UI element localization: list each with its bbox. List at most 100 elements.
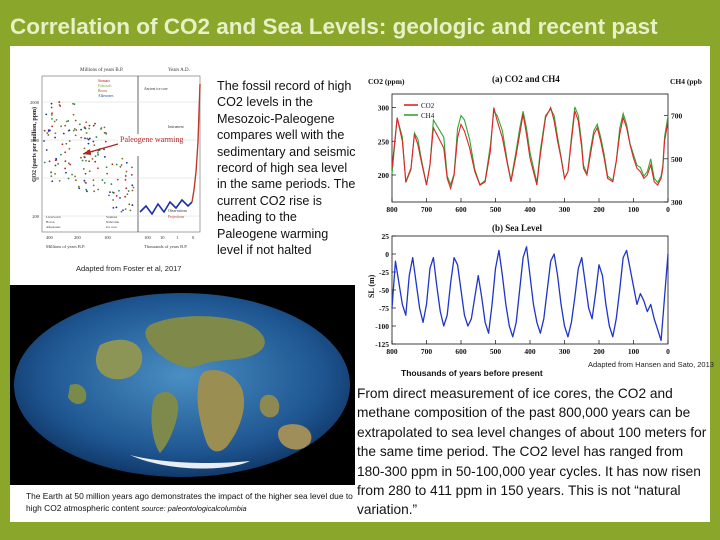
fossil-proxy-point	[105, 141, 107, 143]
fossil-proxy-point	[100, 128, 102, 130]
fossil-proxy-point	[126, 171, 128, 173]
fossil-ytick: 500	[32, 176, 40, 181]
fossil-proxy-point	[109, 191, 111, 193]
chart-a-xtick-label: 300	[559, 205, 571, 214]
fossil-proxy-point	[84, 127, 86, 129]
fossil-proxy-point	[112, 191, 114, 193]
fossil-proxy-point	[93, 185, 95, 187]
fossil-proxy-point	[65, 143, 67, 145]
fossil-proxy-point	[111, 163, 113, 165]
fossil-label-top: Alkenones	[98, 94, 114, 98]
fossil-proxy-point	[43, 140, 45, 142]
chart-a-xtick-label: 100	[628, 205, 640, 214]
fossil-label-right: Ancient ice core	[144, 87, 168, 91]
fossil-proxy-point	[106, 173, 108, 175]
fossil-proxy-point	[129, 209, 131, 211]
fossil-proxy-point	[69, 140, 71, 142]
fossil-proxy-point	[126, 193, 128, 195]
fossil-label-top: Paleosols	[98, 84, 112, 88]
fossil-ylabel: CO2 (parts per million, ppm)	[31, 107, 38, 182]
fossil-label-bottom: Boron	[46, 220, 55, 224]
fossil-proxy-point	[62, 143, 64, 145]
fossil-proxy-point	[51, 112, 53, 114]
fossil-co2-chart: Millions of years B.P. Years A.D. CO2 (p…	[28, 62, 210, 262]
fossil-proxy-point	[64, 168, 66, 170]
fossil-proxy-point	[94, 123, 96, 125]
summary-paragraph: From direct measurement of ice cores, th…	[357, 384, 709, 520]
fossil-proxy-point	[51, 103, 53, 105]
fossil-proxy-point	[66, 121, 68, 123]
foster-caption: Adapted from Foster et al, 2017	[76, 264, 181, 273]
fossil-proxy-point	[93, 190, 95, 192]
fossil-xtick: 100	[144, 235, 152, 240]
fossil-xtick: 400	[46, 235, 54, 240]
fossil-proxy-point	[104, 132, 106, 134]
fossil-proxy-point	[83, 156, 85, 158]
co2-ytick-label: 250	[378, 137, 390, 146]
fossil-proxy-point	[60, 125, 62, 127]
fossil-bottom-axis-right: Thousands of years B.P.	[144, 244, 187, 249]
fossil-proxy-point	[54, 121, 56, 123]
fossil-proxy-point	[51, 118, 53, 120]
fossil-top-axis-right: Years A.D.	[168, 68, 190, 73]
fossil-top-axis-left: Millions of years B.P.	[80, 68, 123, 73]
fossil-proxy-point	[75, 120, 77, 122]
fossil-ytick: 2000	[30, 100, 40, 105]
co2-ytick-label: 200	[378, 171, 390, 180]
fossil-xtick: 1	[176, 235, 178, 240]
fossil-proxy-point	[80, 157, 82, 159]
fossil-proxy-point	[116, 206, 118, 208]
fossil-proxy-point	[82, 160, 84, 162]
fossil-label-top: Boron	[98, 89, 107, 93]
fossil-proxy-point	[97, 154, 99, 156]
fossil-proxy-point	[125, 175, 127, 177]
fossil-proxy-point	[65, 172, 67, 174]
fossil-proxy-point	[121, 164, 123, 166]
fossil-proxy-point	[64, 151, 66, 153]
hansen-caption: Adapted from Hansen and Sato, 2013	[588, 360, 714, 369]
chart-b-xtick-label: 600	[455, 347, 467, 356]
chart-b-xtick-label: 0	[666, 347, 670, 356]
fossil-proxy-point	[131, 204, 133, 206]
fossil-proxy-point	[131, 167, 133, 169]
fossil-proxy-point	[85, 189, 87, 191]
fossil-proxy-point	[112, 199, 114, 201]
chart-b-lines	[392, 247, 668, 341]
chart-b-xtick-label: 300	[559, 347, 571, 356]
sl-ytick-label: -75	[379, 304, 389, 313]
fossil-proxy-point	[51, 114, 53, 116]
fossil-proxy-point	[46, 149, 48, 151]
fossil-proxy-point	[88, 160, 90, 162]
ch4-axis-label: CH4 (ppb)	[670, 77, 702, 86]
fossil-proxy-point	[133, 187, 135, 189]
fossil-proxy-point	[54, 132, 56, 134]
fossil-proxy-point	[116, 164, 118, 166]
sl-ytick-label: -25	[379, 268, 389, 277]
fossil-proxy-point	[124, 196, 126, 198]
xaxis-note: Thousands of years before present	[401, 368, 543, 378]
hansen-sato-chart: (a) CO2 and CH4 CO2 (ppm) CH4 (ppb) 8007…	[362, 72, 702, 364]
fossil-proxy-point	[49, 160, 51, 162]
fossil-proxy-point	[88, 143, 90, 145]
fossil-proxy-point	[117, 179, 119, 181]
fossil-proxy-point	[86, 190, 88, 192]
fossil-proxy-point	[84, 182, 86, 184]
fossil-proxy-point	[112, 207, 114, 209]
fossil-proxy-point	[88, 128, 90, 130]
fossil-proxy-point	[104, 182, 106, 184]
fossil-proxy-point	[95, 155, 97, 157]
fossil-bottom-axis-left: Millions of years B.P.	[46, 244, 85, 249]
fossil-label-bottom: Alkenones	[46, 225, 61, 229]
ch4-ytick-label: 500	[671, 155, 683, 164]
fossil-proxy-point	[54, 137, 56, 139]
fossil-proxy-point	[85, 160, 87, 162]
fossil-proxy-point	[46, 132, 48, 134]
fossil-proxy-point	[74, 128, 76, 130]
chart-a-xtick-label: 0	[666, 205, 670, 214]
fossil-proxy-point	[73, 130, 75, 132]
fossil-proxy-point	[57, 163, 59, 165]
earth-map-panel	[10, 285, 355, 485]
fossil-proxy-point	[125, 208, 127, 210]
fossil-proxy-point	[74, 103, 76, 105]
fossil-label-right: Instrument	[168, 125, 184, 129]
